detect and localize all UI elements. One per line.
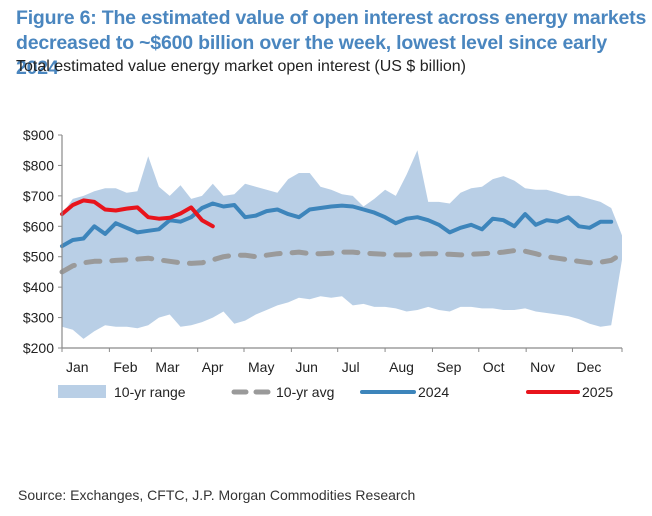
series-10yr-avg-line (59, 248, 625, 275)
x-tick-label: Apr (202, 359, 224, 375)
chart-subtitle: Total estimated value energy market open… (16, 58, 466, 75)
x-tick-label: Jul (342, 359, 360, 375)
legend: 10-yr range 10-yr avg 2024 2025 (58, 384, 613, 400)
source-note: Source: Exchanges, CFTC, J.P. Morgan Com… (18, 487, 416, 503)
y-tick-label: $300 (23, 310, 54, 326)
x-tick-label: Sep (436, 359, 461, 375)
y-tick-label: $200 (23, 340, 54, 356)
series-10yr-range-band (62, 150, 622, 339)
chart: $200 $300 $400 $500 $600 $700 $800 $900 Jan Feb Ma… (23, 127, 625, 400)
y-tick-label: $800 (23, 157, 54, 173)
axes: $200 $300 $400 $500 $600 $700 $800 $900 Jan Feb Ma… (23, 127, 623, 375)
y-tick-label: $400 (23, 279, 54, 295)
y-tick-label: $600 (23, 218, 54, 234)
x-tick-label: Feb (113, 359, 137, 375)
x-tick-label: Oct (483, 359, 505, 375)
x-tick-label: Jun (295, 359, 318, 375)
y-tick-label: $700 (23, 188, 54, 204)
legend-label-2025: 2025 (582, 384, 613, 400)
y-tick-label: $500 (23, 249, 54, 265)
x-tick-label: Jan (66, 359, 89, 375)
chart-title: Figure 6: The estimated value of open in… (16, 7, 647, 79)
x-tick-label: Nov (530, 359, 555, 375)
y-tick-label: $900 (23, 127, 54, 143)
legend-label-2024: 2024 (418, 384, 449, 400)
legend-label-10yr-avg: 10-yr avg (276, 384, 334, 400)
x-tick-label: Dec (576, 359, 601, 375)
series-2024-line (60, 201, 614, 249)
x-tick-label: May (248, 359, 274, 375)
series-2025-line (60, 198, 215, 229)
legend-label-10yr-range: 10-yr range (114, 384, 186, 400)
x-tick-label: Mar (155, 359, 179, 375)
x-tick-label: Aug (389, 359, 414, 375)
plot-area (59, 150, 625, 339)
legend-swatch-10yr-range (58, 385, 106, 398)
